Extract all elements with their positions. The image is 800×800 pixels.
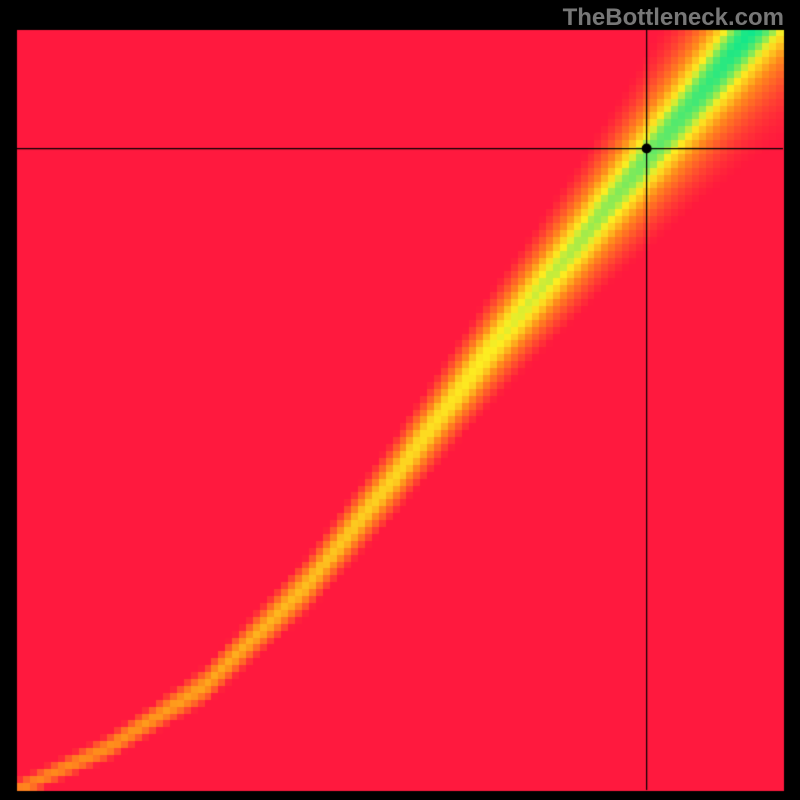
chart-container: TheBottleneck.com bbox=[0, 0, 800, 800]
bottleneck-heatmap bbox=[0, 0, 800, 800]
